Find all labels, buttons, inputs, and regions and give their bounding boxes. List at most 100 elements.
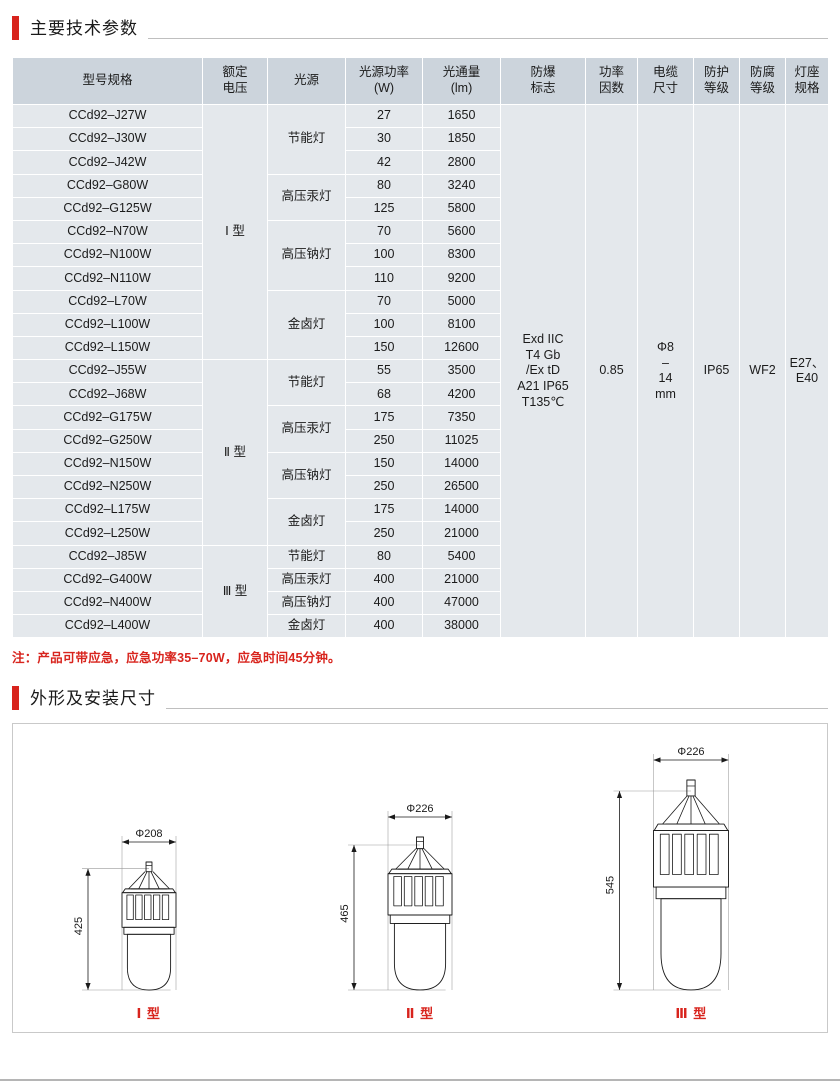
cell-corrosion: WF2 — [739, 103, 786, 639]
col-header-cable-line2: 尺寸 — [652, 81, 678, 95]
cell-ex-mark-line: A21 IP65 — [517, 378, 569, 393]
cell-model: CCd92–N250W — [12, 474, 203, 500]
cell-power: 55 — [345, 359, 423, 384]
cell-voltage-type: Ⅲ 型 — [202, 544, 268, 639]
cell-lumen: 14000 — [422, 451, 501, 477]
lamp-svg-holder: Φ226 465 — [286, 801, 555, 1000]
cell-lumen: 8100 — [422, 312, 501, 337]
cell-light-source: 金卤灯 — [267, 289, 346, 361]
table-row: CCd92–L400W 金卤灯 400 38000 — [12, 614, 829, 639]
cell-light-source: 高压钠灯 — [267, 451, 346, 500]
cell-lumen: 1850 — [422, 127, 501, 152]
col-header-power: 光源功率 (W) — [345, 57, 423, 105]
cell-voltage-type: Ⅰ 型 — [202, 103, 268, 361]
col-header-power-line1: 光源功率 — [358, 65, 409, 80]
cell-lumen: 3240 — [422, 173, 501, 198]
col-header-voltage: 额定 电压 — [202, 57, 268, 105]
dimension-item-3: Φ226 545 Ⅲ 型 — [557, 724, 826, 1026]
height-label: 465 — [339, 905, 351, 923]
cell-model: CCd92–G250W — [12, 428, 203, 453]
cell-lumen: 5600 — [422, 219, 501, 245]
cell-light-source: 高压钠灯 — [267, 219, 346, 291]
table-row: CCd92–J85W Ⅲ 型节能灯 80 5400 — [12, 544, 829, 639]
lamp-drawing-2: Φ226 465 — [339, 803, 453, 991]
col-header-lumen-line1: 光通量 — [442, 65, 481, 80]
cell-power-factor-line: 0.85 — [599, 363, 624, 378]
lamp-drawing-3: Φ226 545 — [605, 746, 730, 991]
diameter-label: Φ226 — [406, 803, 433, 815]
cell-model: CCd92–G175W — [12, 405, 203, 430]
cell-cable-size: Φ8–14 mm — [637, 103, 694, 639]
cell-ip-rating: IP65 — [693, 103, 740, 639]
dimensions-title: 外形及安装尺寸 — [30, 689, 156, 709]
col-header-power-factor: 功率 因数 — [585, 57, 638, 105]
table-row: CCd92–J55W Ⅱ 型节能灯 55 3500 — [12, 359, 829, 546]
cell-ex-mark-line: T135℃ — [521, 394, 565, 409]
table-row: CCd92–G80W 高压汞灯 80 3240 — [12, 173, 829, 221]
col-header-corr-line1: 防腐 — [749, 65, 775, 80]
cell-corrosion-line: WF2 — [749, 363, 776, 378]
col-header-exmark-line1: 防爆 — [530, 65, 556, 80]
table-row: CCd92–L150W 150 12600 — [12, 335, 829, 361]
cell-socket-line: E40 — [795, 371, 819, 386]
col-header-corrosion: 防腐 等级 — [739, 57, 786, 105]
cell-model: CCd92–J42W — [12, 150, 203, 175]
cell-model: CCd92–J85W — [12, 544, 203, 569]
cell-power: 250 — [345, 474, 423, 500]
table-row: CCd92–G250W 250 11025 — [12, 428, 829, 453]
dimension-row: Φ208 425 Ⅰ 型 Φ226 465 Ⅱ 型 — [13, 724, 827, 1032]
table-row: CCd92–L175W 金卤灯 175 14000 — [12, 498, 829, 546]
cell-lumen: 7350 — [422, 405, 501, 430]
dimension-caption: Ⅲ 型 — [675, 1006, 708, 1022]
dimension-item-2: Φ226 465 Ⅱ 型 — [286, 724, 555, 1026]
cell-model: CCd92–N110W — [12, 266, 203, 291]
cell-lumen: 1650 — [422, 103, 501, 129]
dimension-panel: Φ208 425 Ⅰ 型 Φ226 465 Ⅱ 型 — [12, 723, 828, 1034]
cell-model: CCd92–L70W — [12, 289, 203, 314]
cell-model: CCd92–G80W — [12, 173, 203, 198]
table-row: CCd92–G175W 高压汞灯 175 7350 — [12, 405, 829, 453]
section-accent-bar — [12, 15, 19, 40]
spec-note: 注：产品可带应急，应急功率35–70W，应急时间45分钟。 — [12, 651, 341, 666]
cell-lumen: 2800 — [422, 150, 501, 175]
col-header-lumen-line2: (lm) — [450, 81, 473, 95]
cell-power: 100 — [345, 312, 423, 337]
cell-model: CCd92–N150W — [12, 451, 203, 477]
table-row: CCd92–J27W Ⅰ 型节能灯 27 1650 Exd IIC T4 Gb/Ex tD… — [12, 103, 829, 639]
col-header-ip: 防护 等级 — [693, 57, 740, 105]
table-row: CCd92–N250W 250 26500 — [12, 474, 829, 500]
col-header-cable-line1: 电缆 — [652, 65, 678, 80]
cell-power: 150 — [345, 335, 423, 361]
cell-power: 175 — [345, 405, 423, 430]
col-header-pf-line1: 功率 — [598, 65, 624, 80]
cell-model: CCd92–J30W — [12, 127, 203, 152]
cell-model: CCd92–N400W — [12, 590, 203, 616]
col-header-socket-line2: 规格 — [794, 81, 820, 95]
cell-lumen: 47000 — [422, 590, 501, 616]
cell-model: CCd92–G125W — [12, 196, 203, 221]
spec-table: 型号规格 额定 电压 光源 光源功率 (W) 光通量 (lm) — [12, 57, 829, 639]
cell-power: 175 — [345, 498, 423, 523]
spec-table-wrap: 型号规格 额定 电压 光源 光源功率 (W) 光通量 (lm) — [0, 57, 840, 639]
cell-model: CCd92–G400W — [12, 567, 203, 592]
cell-light-source: 节能灯 — [267, 544, 346, 569]
cell-model: CCd92–L400W — [12, 614, 203, 639]
dimension-item-1: Φ208 425 Ⅰ 型 — [14, 724, 283, 1026]
cell-cable-size-line: Φ8 — [657, 339, 674, 354]
cell-light-source: 金卤灯 — [267, 498, 346, 546]
section-rule — [148, 38, 828, 39]
cell-model: CCd92–J27W — [12, 103, 203, 129]
table-row: CCd92–N70W 高压钠灯 70 5600 — [12, 219, 829, 291]
spec-table-head: 型号规格 额定 电压 光源 光源功率 (W) 光通量 (lm) — [12, 57, 829, 105]
page-bottom-rule — [0, 1079, 840, 1081]
cell-power: 80 — [345, 173, 423, 198]
diameter-label: Φ226 — [678, 746, 705, 758]
table-row: CCd92–N100W 100 8300 — [12, 243, 829, 268]
cell-power: 70 — [345, 219, 423, 245]
table-row: CCd92–L250W 250 21000 — [12, 521, 829, 546]
cell-model: CCd92–J55W — [12, 359, 203, 384]
col-header-ip-line2: 等级 — [703, 81, 729, 95]
cell-ex-mark-line: Exd IIC — [522, 332, 564, 347]
cell-model: CCd92–N70W — [12, 219, 203, 245]
